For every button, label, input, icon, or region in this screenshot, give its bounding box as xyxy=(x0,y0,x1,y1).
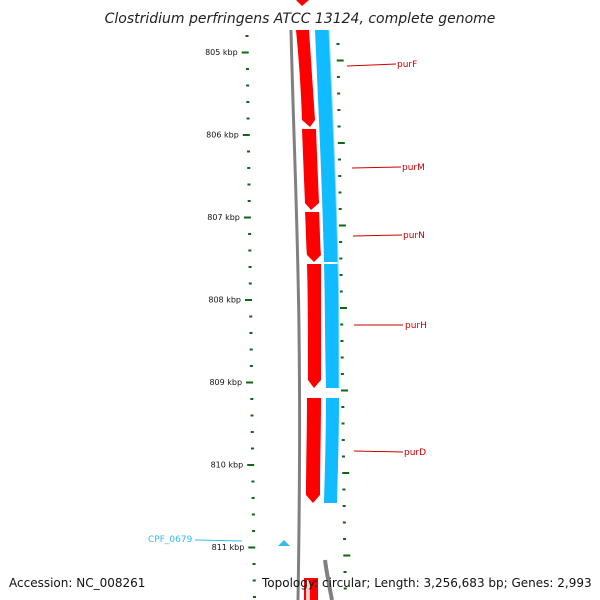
blue-cds-segment-1 xyxy=(315,30,338,262)
gene-label-CPF_0679: CPF_0679 xyxy=(148,535,193,545)
scale-label: 810 kbp xyxy=(211,461,244,470)
bottom-highlight xyxy=(306,580,310,600)
map-title: Clostridium perfringens ATCC 13124, comp… xyxy=(105,11,496,27)
red-cds-purH xyxy=(307,264,321,388)
gene-leaders xyxy=(194,63,404,542)
red-cds-top-arrow xyxy=(296,0,309,6)
scale-label: 811 kbp xyxy=(212,543,245,552)
blue-cds-fragment xyxy=(278,540,290,546)
reverse-cds-track xyxy=(315,29,340,503)
red-cds-purM xyxy=(302,129,319,210)
red-cds-purD xyxy=(306,398,321,503)
blue-cds-edge xyxy=(328,29,340,389)
leader-purN xyxy=(352,234,403,237)
gene-label-purF: purF xyxy=(397,60,417,70)
outer-grey-arc xyxy=(323,559,334,600)
gene-label-purM: purM xyxy=(402,163,425,173)
leader-purD xyxy=(353,450,404,453)
blue-cds-segment-3 xyxy=(324,398,339,503)
red-cds-purN xyxy=(305,212,321,262)
genome-summary-text: Topology: circular; Length: 3,256,683 bp… xyxy=(261,576,592,590)
scale-labels: 805 kbp 806 kbp 807 kbp 808 kbp 809 kbp 810 k… xyxy=(205,48,244,552)
scale-label: 806 kbp xyxy=(206,131,239,140)
blue-cds-segment-2 xyxy=(324,264,339,388)
gene-label-purH: purH xyxy=(405,321,427,331)
gene-label-purD: purD xyxy=(404,448,426,458)
leader-purM xyxy=(351,166,402,169)
scale-ticks-left xyxy=(241,35,256,598)
leader-CPF_0679 xyxy=(194,539,243,542)
scale-ticks-right xyxy=(336,43,351,590)
red-cds-purF xyxy=(296,30,315,127)
scale-label: 805 kbp xyxy=(205,48,238,57)
backbone-track xyxy=(289,29,302,600)
accession-text: Accession: NC_008261 xyxy=(9,576,145,590)
scale-label: 809 kbp xyxy=(209,378,242,387)
scale-label: 807 kbp xyxy=(207,213,240,222)
gene-label-purN: purN xyxy=(403,231,425,241)
leader-purF xyxy=(346,63,397,67)
forward-cds-track xyxy=(296,0,321,600)
scale-label: 808 kbp xyxy=(208,296,241,305)
